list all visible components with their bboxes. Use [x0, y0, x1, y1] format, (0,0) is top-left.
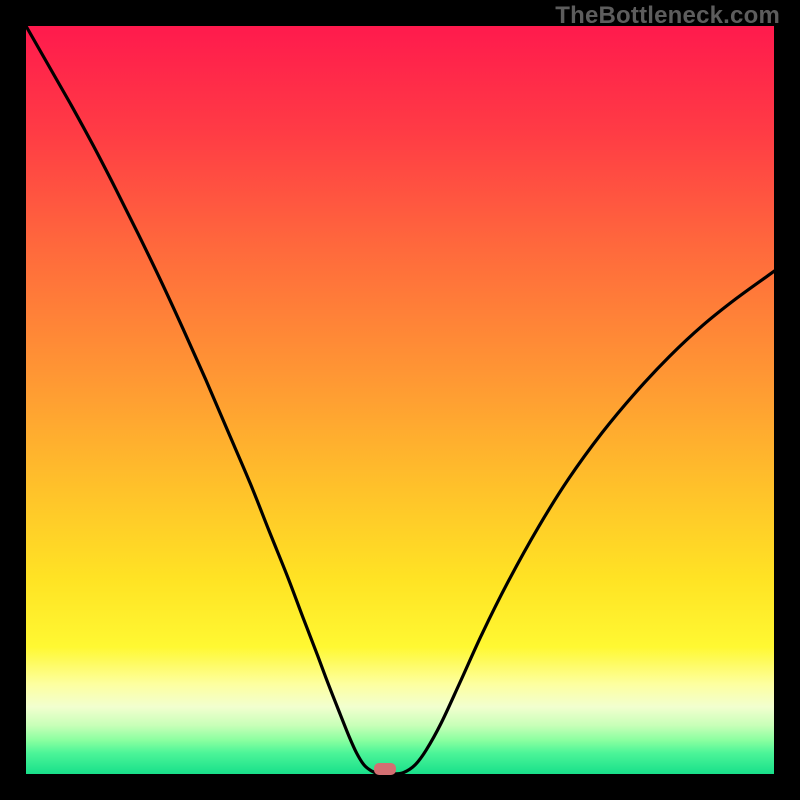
plot-area: [26, 26, 774, 774]
frame-left: [0, 0, 26, 800]
curve-svg: [26, 26, 774, 774]
frame-bottom: [0, 774, 800, 800]
bottleneck-curve: [26, 26, 777, 774]
chart-container: TheBottleneck.com: [0, 0, 800, 800]
frame-right: [774, 0, 800, 800]
watermark-text: TheBottleneck.com: [555, 2, 780, 30]
min-indicator: [374, 763, 396, 775]
